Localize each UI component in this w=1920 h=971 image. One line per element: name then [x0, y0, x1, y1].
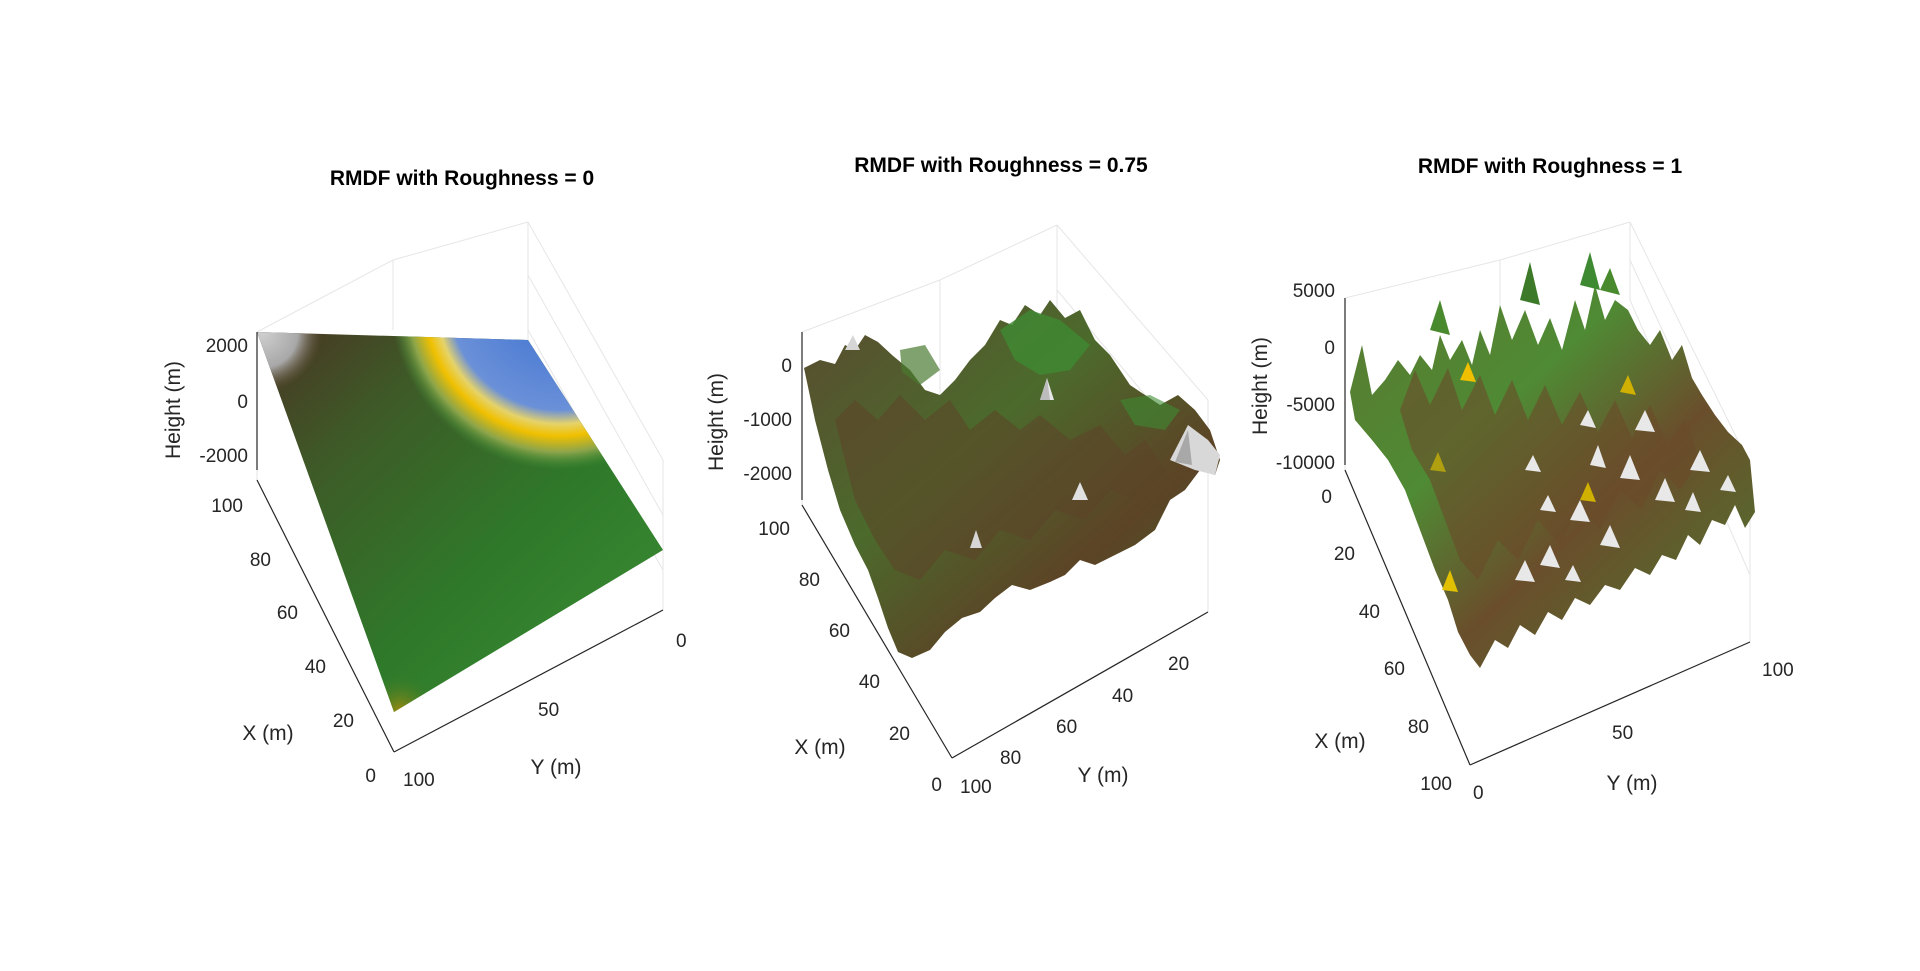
surface-roughness-0 — [257, 332, 663, 712]
z-tick: 2000 — [206, 336, 248, 357]
y-tick: 0 — [1473, 783, 1484, 804]
y-tick: 50 — [1612, 723, 1633, 744]
z-tick: 5000 — [1293, 281, 1335, 302]
y-axis-label: Y (m) — [531, 756, 582, 779]
axes — [801, 332, 1209, 759]
x-tick-labels: 0 20 40 60 80 100 — [758, 519, 942, 796]
z-tick: -5000 — [1286, 395, 1335, 416]
y-tick: 40 — [1112, 686, 1133, 707]
z-tick: -2000 — [743, 464, 792, 485]
surface-roughness-075 — [804, 300, 1220, 658]
surface-roughness-1 — [1350, 252, 1755, 668]
y-tick-labels: 20 40 60 80 100 — [960, 654, 1189, 798]
x-tick: 40 — [305, 657, 326, 678]
x-tick: 80 — [799, 570, 820, 591]
z-axis-label: Height (m) — [705, 373, 728, 471]
x-tick: 80 — [250, 550, 271, 571]
chart-title: RMDF with Roughness = 0.75 — [854, 154, 1148, 177]
chart-title: RMDF with Roughness = 0 — [330, 167, 594, 190]
x-tick: 100 — [758, 519, 790, 540]
chart-title: RMDF with Roughness = 1 — [1418, 155, 1683, 178]
x-tick: 100 — [211, 496, 243, 517]
x-axis-label: X (m) — [242, 722, 293, 745]
z-tick: 0 — [1324, 338, 1335, 359]
y-tick: 80 — [1000, 748, 1021, 769]
x-axis-label: X (m) — [1314, 730, 1365, 753]
z-tick: -10000 — [1276, 453, 1335, 474]
x-tick: 0 — [931, 775, 942, 796]
x-tick: 0 — [1321, 487, 1332, 508]
x-tick: 60 — [277, 603, 298, 624]
chart-panel-roughness-1: 5000 0 -5000 -10000 0 20 40 60 80 100 0 … — [1249, 0, 1920, 971]
snow-peaks — [1515, 410, 1736, 582]
y-tick: 100 — [1762, 660, 1794, 681]
x-tick: 80 — [1408, 717, 1429, 738]
chart-svg-3: 5000 0 -5000 -10000 0 20 40 60 80 100 0 … — [1249, 155, 1794, 804]
z-tick: 0 — [781, 356, 792, 377]
x-tick: 60 — [1384, 659, 1405, 680]
chart-panel-roughness-075: 0 -1000 -2000 0 20 40 60 80 100 20 40 60… — [640, 0, 1280, 971]
z-tick: -2000 — [199, 446, 248, 467]
z-tick-labels: 5000 0 -5000 -10000 — [1276, 281, 1335, 474]
z-tick: -1000 — [743, 410, 792, 431]
y-axis-label: Y (m) — [1078, 764, 1129, 787]
chart-svg-1: 2000 0 -2000 0 20 40 60 80 100 0 50 100 … — [162, 167, 687, 791]
z-tick: 0 — [237, 392, 248, 413]
z-axis-label: Height (m) — [1249, 337, 1272, 435]
y-tick: 100 — [403, 770, 435, 791]
z-tick-labels: 2000 0 -2000 — [199, 336, 248, 467]
chart-panel-roughness-0: 2000 0 -2000 0 20 40 60 80 100 0 50 100 … — [0, 0, 687, 971]
y-axis-label: Y (m) — [1607, 772, 1658, 795]
y-tick: 0 — [676, 631, 687, 652]
y-tick: 100 — [960, 777, 992, 798]
x-tick-labels: 0 20 40 60 80 100 — [211, 496, 376, 787]
x-tick: 100 — [1420, 774, 1452, 795]
y-tick-labels: 0 50 100 — [403, 631, 687, 791]
x-axis-label: X (m) — [794, 736, 845, 759]
x-tick: 60 — [829, 621, 850, 642]
x-tick: 40 — [859, 672, 880, 693]
x-tick: 0 — [365, 766, 376, 787]
x-tick: 40 — [1359, 602, 1380, 623]
z-axis-label: Height (m) — [162, 361, 185, 459]
x-tick: 20 — [333, 711, 354, 732]
x-tick-labels: 0 20 40 60 80 100 — [1321, 487, 1452, 795]
chart-svg-2: 0 -1000 -2000 0 20 40 60 80 100 20 40 60… — [705, 154, 1220, 798]
z-tick-labels: 0 -1000 -2000 — [743, 356, 792, 485]
x-tick: 20 — [1334, 544, 1355, 565]
x-tick: 20 — [889, 724, 910, 745]
y-tick: 60 — [1056, 717, 1077, 738]
axes — [1344, 298, 1751, 766]
y-tick: 20 — [1168, 654, 1189, 675]
axes — [256, 332, 664, 753]
y-tick-labels: 0 50 100 — [1473, 660, 1794, 804]
y-tick: 50 — [538, 700, 559, 721]
